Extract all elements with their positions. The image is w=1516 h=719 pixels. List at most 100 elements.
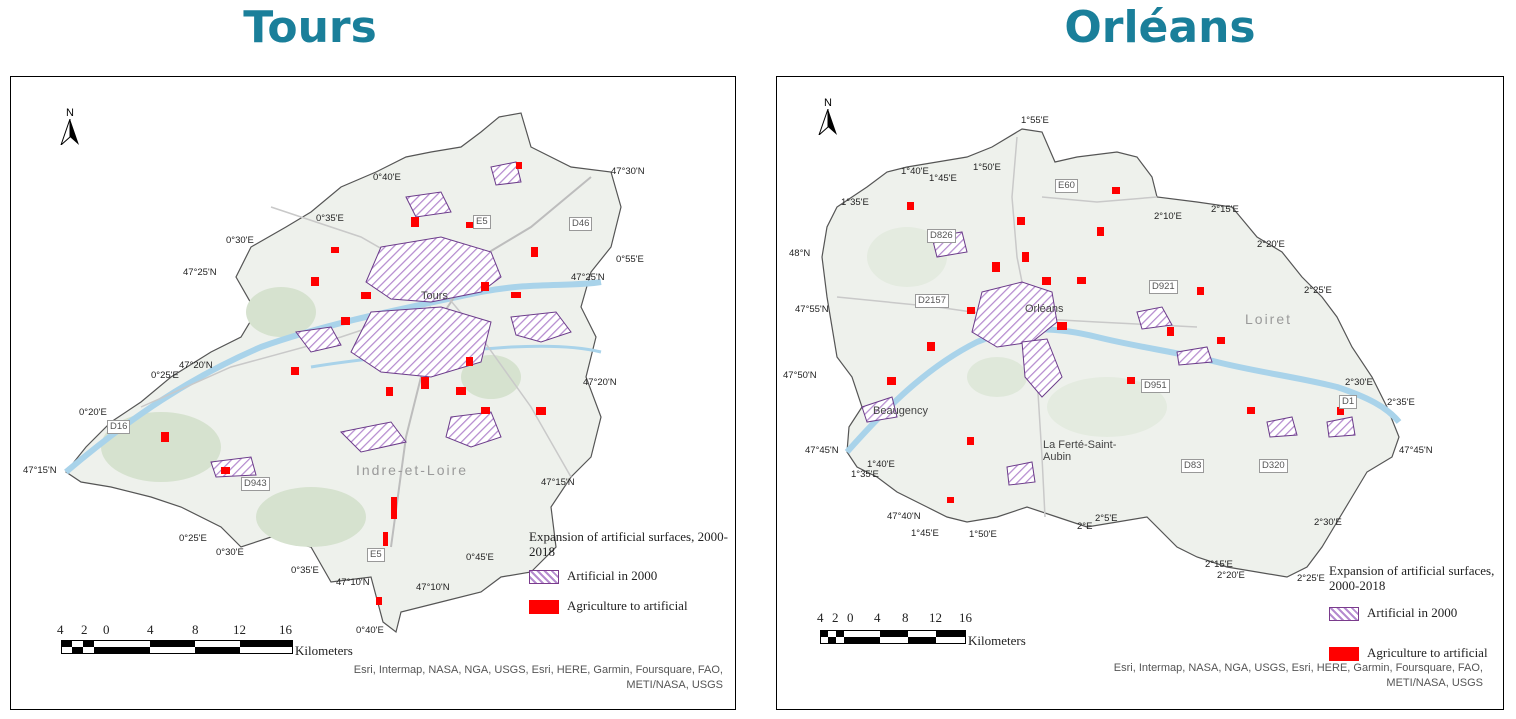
coord-label: 48°N	[789, 248, 811, 259]
scale-tick: 4	[57, 622, 64, 637]
tours-urban-core	[365, 236, 502, 303]
scale-tick: 4	[817, 610, 824, 625]
scale-bar	[820, 630, 966, 644]
attribution-line: Esri, Intermap, NASA, NGA, USGS, Esri, H…	[353, 664, 723, 676]
coord-label: 0°40'E	[356, 625, 384, 636]
attribution: Esri, Intermap, NASA, NGA, USGS, Esri, H…	[263, 663, 723, 693]
scale-tick: 0	[103, 622, 110, 637]
orleans-boundary	[821, 128, 1400, 578]
coord-label: 47°45'N	[1399, 445, 1433, 456]
legend-item-artificial-2000: Artificial in 2000	[529, 568, 658, 585]
scale-tick: 12	[233, 622, 246, 637]
place-label: Tours	[421, 290, 448, 302]
coord-label: 1°45'E	[911, 528, 939, 539]
place-label: Orléans	[1025, 303, 1064, 315]
north-label: N	[66, 107, 74, 119]
coord-label: 1°40'E	[867, 459, 895, 470]
coord-label: 0°40'E	[373, 172, 401, 183]
coord-label: 0°45'E	[466, 552, 494, 563]
legend-title: Expansion of artificial surfaces, 2000-2…	[1329, 563, 1495, 593]
tours-south-urban	[350, 306, 492, 378]
coord-label: 1°50'E	[969, 529, 997, 540]
attribution-line: Esri, Intermap, NASA, NGA, USGS, Esri, H…	[1113, 662, 1483, 674]
coord-label: 2°20'E	[1257, 239, 1285, 250]
scale-tick: 16	[959, 610, 972, 625]
coord-label: 2°10'E	[1154, 211, 1182, 222]
scale-tick: 2	[81, 622, 88, 637]
road-shield: D826	[927, 229, 956, 243]
coord-label: 47°20'N	[583, 377, 617, 388]
road-shield: D951	[1141, 379, 1170, 393]
hatch-swatch	[529, 570, 559, 585]
scale-tick: 0	[847, 610, 854, 625]
attribution-line: METI/NASA, USGS	[1386, 677, 1483, 689]
coord-label: 47°25'N	[183, 267, 217, 278]
north-arrow-orleans: N	[817, 97, 839, 138]
coord-label: 2°30'E	[1314, 517, 1342, 528]
scale-tick: 16	[279, 622, 292, 637]
road-shield: E5	[367, 548, 385, 562]
road-shield: D943	[241, 477, 270, 491]
place-label: Beaugency	[873, 405, 929, 417]
coord-label: 2°5'E	[1095, 513, 1118, 524]
attribution: Esri, Intermap, NASA, NGA, USGS, Esri, H…	[1063, 661, 1483, 691]
coord-label: 1°55'E	[1021, 115, 1049, 126]
coord-label: 2°E	[1077, 521, 1093, 532]
coord-label: 0°35'E	[316, 213, 344, 224]
scale-tick: 8	[192, 622, 199, 637]
coord-label: 0°55'E	[616, 254, 644, 265]
scale-unit: Kilometers	[968, 633, 1026, 648]
coord-label: 47°55'N	[795, 304, 829, 315]
region-label: Indre-et-Loire	[356, 462, 469, 478]
coord-label: 1°40'E	[901, 166, 929, 177]
coord-label: 0°25'E	[179, 533, 207, 544]
coord-label: 1°35'E	[851, 469, 879, 480]
orleans-map-canvas	[821, 128, 1402, 578]
road-shield: E60	[1055, 179, 1078, 193]
coord-label: 47°20'N	[179, 360, 213, 371]
coord-label: 47°10'N	[336, 577, 370, 588]
legend-item-artificial-2000: Artificial in 2000	[1329, 605, 1458, 622]
coord-label: 1°35'E	[841, 197, 869, 208]
north-arrow-icon	[59, 118, 79, 147]
road-shield: D320	[1259, 459, 1288, 473]
map-title-tours: Tours	[243, 2, 377, 53]
road-shield: D1	[1339, 395, 1358, 409]
legend-label: Artificial in 2000	[567, 568, 658, 583]
coord-label: 2°20'E	[1217, 570, 1245, 581]
coord-label: 47°15'N	[541, 477, 575, 488]
legend-label: Agriculture to artificial	[1367, 645, 1488, 660]
orleans-urban-core	[971, 281, 1058, 348]
coord-label: 47°50'N	[783, 370, 817, 381]
north-arrow-icon	[817, 108, 837, 137]
coord-label: 47°10'N	[416, 582, 450, 593]
scale-tick: 2	[832, 610, 839, 625]
map-panel-tours: N 0°40'E 47°30'N 0°35'E 0°30'E 0°55'E 47…	[10, 76, 736, 710]
scale-tick: 4	[147, 622, 154, 637]
coord-label: 1°45'E	[929, 173, 957, 184]
road-shield: D2157	[915, 294, 949, 308]
legend-title: Expansion of artificial surfaces, 2000-2…	[529, 529, 728, 559]
region-label: Loiret	[1245, 311, 1293, 327]
coord-label: 47°30'N	[611, 166, 645, 177]
road-shield: D921	[1149, 280, 1178, 294]
coord-label: 47°45'N	[805, 445, 839, 456]
coord-label: 2°15'E	[1205, 559, 1233, 570]
red-swatch	[1329, 647, 1359, 662]
coord-label: 2°25'E	[1297, 573, 1325, 584]
map-title-orleans: Orléans	[1064, 2, 1256, 53]
legend-label: Artificial in 2000	[1367, 605, 1458, 620]
coord-label: 47°40'N	[887, 511, 921, 522]
scale-unit: Kilometers	[295, 643, 353, 658]
coord-label: 47°15'N	[23, 465, 57, 476]
coord-label: 0°35'E	[291, 565, 319, 576]
road-shield: E5	[473, 215, 491, 229]
legend-label: Agriculture to artificial	[567, 598, 688, 613]
attribution-line: METI/NASA, USGS	[626, 679, 723, 691]
tours-expansion-patches	[161, 162, 546, 605]
loire-river	[844, 326, 1402, 454]
hatch-swatch	[1329, 607, 1359, 622]
coord-label: 2°25'E	[1304, 285, 1332, 296]
coord-label: 2°30'E	[1345, 377, 1373, 388]
legend-item-agri-to-artificial: Agriculture to artificial	[1329, 645, 1488, 662]
